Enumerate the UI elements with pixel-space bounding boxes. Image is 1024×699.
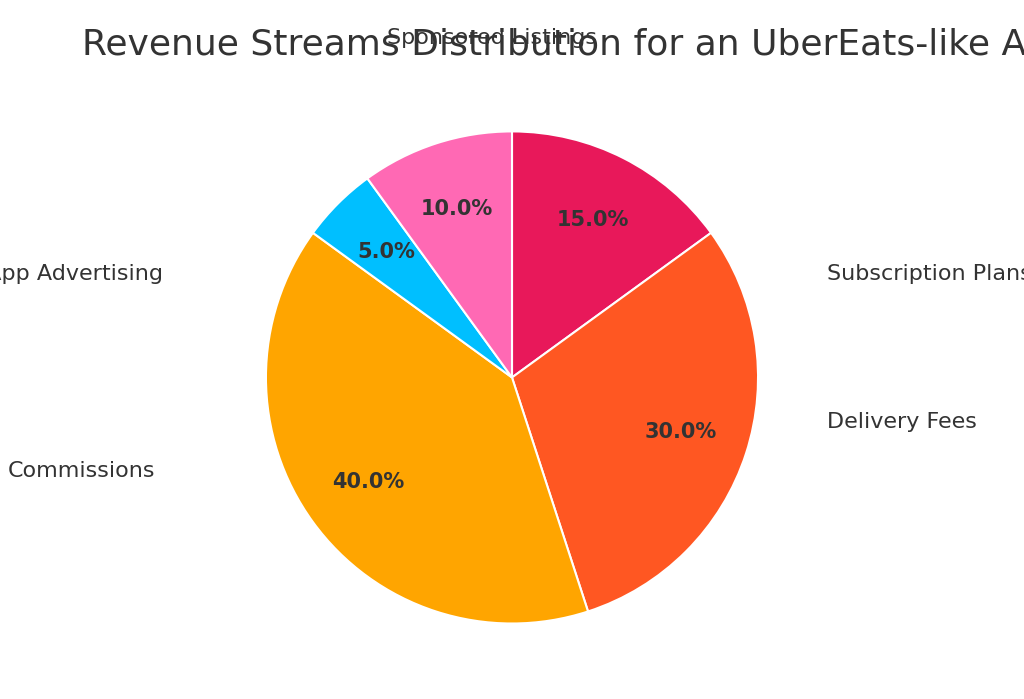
Text: Sponsored Listings: Sponsored Listings: [387, 28, 597, 48]
Text: 10.0%: 10.0%: [421, 199, 494, 219]
Text: Delivery Fees: Delivery Fees: [827, 412, 977, 432]
Text: 40.0%: 40.0%: [333, 472, 404, 491]
Wedge shape: [313, 178, 512, 377]
Wedge shape: [512, 131, 711, 377]
Text: In-App Advertising: In-App Advertising: [0, 264, 163, 284]
Text: 15.0%: 15.0%: [556, 210, 629, 229]
Wedge shape: [266, 233, 588, 624]
Text: 30.0%: 30.0%: [644, 422, 717, 442]
Text: Revenue Streams Distribution for an UberEats-like App: Revenue Streams Distribution for an Uber…: [82, 28, 1024, 62]
Text: Commissions: Commissions: [8, 461, 156, 481]
Text: Subscription Plans: Subscription Plans: [827, 264, 1024, 284]
Text: 5.0%: 5.0%: [357, 242, 416, 262]
Wedge shape: [512, 233, 758, 612]
Wedge shape: [368, 131, 512, 377]
